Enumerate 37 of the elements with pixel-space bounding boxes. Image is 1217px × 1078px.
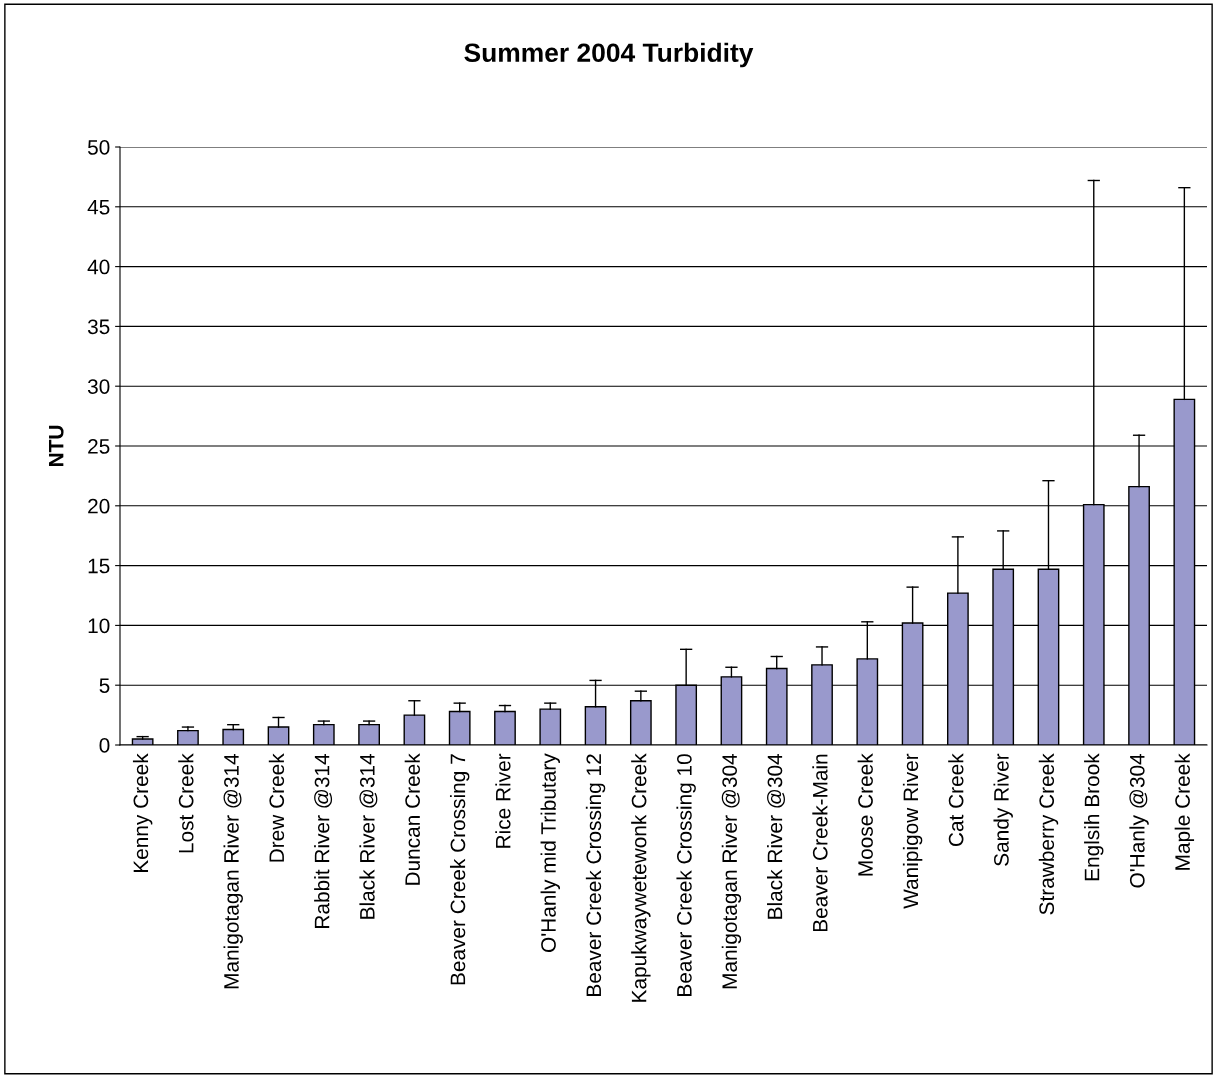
- x-tick-label: O'Hanly mid Tributary: [540, 753, 560, 952]
- x-tick-label: O'Hanly @304: [1129, 753, 1149, 888]
- x-tick-label: Black River @304: [767, 753, 785, 919]
- x-tick-label: Moose Creek: [857, 753, 873, 876]
- y-tick-label: 25: [88, 439, 110, 454]
- y-tick-label: 5: [99, 678, 110, 693]
- x-tick-label: Englsih Brook: [1084, 753, 1104, 881]
- x-tick-label: Manigotagan River @314: [223, 753, 243, 989]
- y-tick-label: 10: [88, 618, 110, 634]
- x-tick-label: Sandy River: [993, 753, 1013, 866]
- chart-title: Summer 2004 Turbidity: [464, 42, 754, 68]
- x-tick-label: Beaver Creek-Main: [812, 754, 828, 932]
- y-axis-title: NTU: [49, 425, 64, 467]
- y-tick-label: 35: [87, 319, 110, 335]
- x-tick-label: Kapukwaywetewonk Creek: [631, 753, 651, 1002]
- x-tick-label: Duncan Creek: [404, 753, 420, 885]
- x-tick-label: Rabbit River @314: [314, 753, 333, 928]
- y-tick-label: 15: [88, 558, 110, 574]
- x-tick-label: Lost Creek: [178, 753, 194, 853]
- x-tick-label: Rice River: [495, 753, 511, 848]
- x-tick-label: Beaver Creek Crossing 7: [449, 754, 470, 985]
- x-tick-label: Maple Creek: [1174, 753, 1195, 870]
- x-tick-label: Wanipigow River: [902, 753, 923, 909]
- y-tick-label: 40: [87, 259, 110, 275]
- x-tick-label: Cat Creek: [948, 753, 964, 847]
- y-tick-label: 45: [87, 200, 110, 215]
- x-tick-label: Manigotagan River @304: [721, 753, 742, 989]
- y-tick-label: 0: [99, 738, 110, 753]
- x-tick-label: Kenny Creek: [132, 753, 153, 873]
- x-tick-label: Drew Creek: [268, 753, 285, 862]
- y-tick-label: 30: [87, 379, 110, 394]
- x-tick-label: Black River @314: [359, 753, 378, 919]
- y-tick-label: 50: [87, 140, 110, 155]
- x-tick-label: Strawberry Creek: [1038, 753, 1059, 915]
- x-tick-label: Beaver Creek Crossing 10: [676, 754, 696, 996]
- y-tick-label: 20: [88, 498, 110, 514]
- x-tick-label: Beaver Creek Crossing 12: [585, 754, 606, 996]
